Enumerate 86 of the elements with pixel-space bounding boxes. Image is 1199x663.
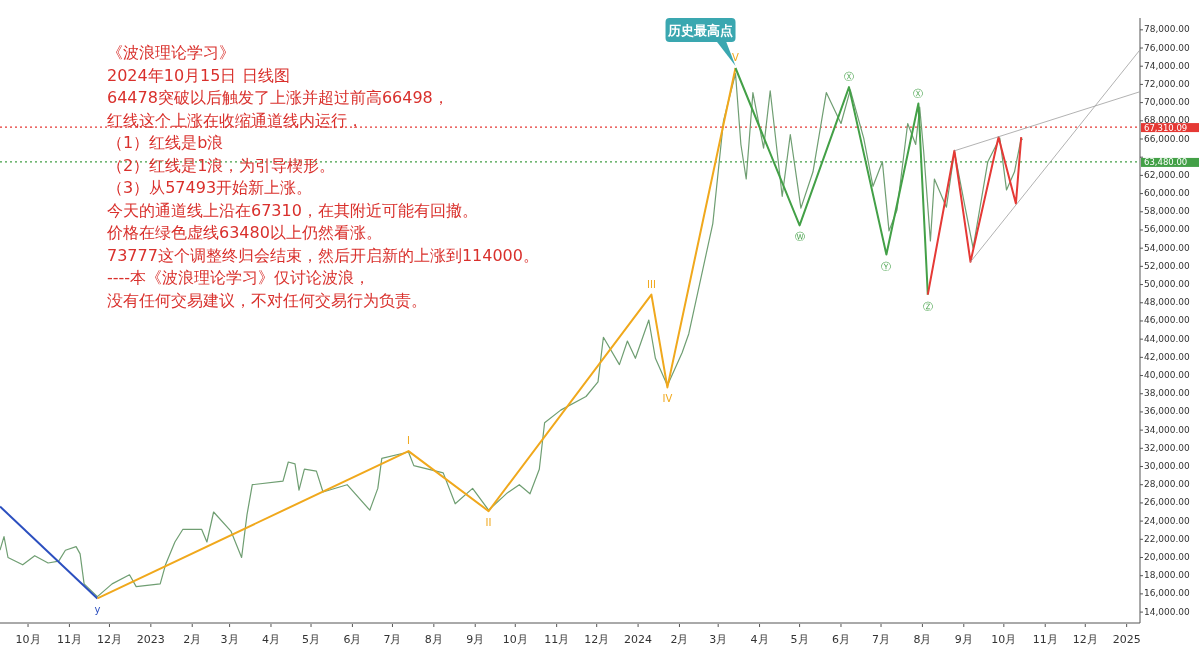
annotation: y — [94, 604, 101, 616]
ref-line-label: 67,310.09 — [1144, 122, 1188, 133]
x-tick-label: 9月 — [466, 633, 485, 646]
annotation: （2）红线是1浪，为引导楔形。 — [107, 155, 336, 175]
y-tick-label: 36,000.00 — [1144, 406, 1191, 417]
y-tick-label: 30,000.00 — [1144, 461, 1191, 472]
y-tick-label: 60,000.00 — [1144, 188, 1191, 199]
annotation: 价格在绿色虚线63480以上仍然看涨。 — [106, 223, 382, 242]
annotation: III — [647, 278, 656, 290]
annotation: V — [732, 52, 740, 64]
y-tick-label: 24,000.00 — [1144, 515, 1191, 526]
x-tick-label: 4月 — [750, 633, 769, 646]
y-tick-label: 58,000.00 — [1144, 206, 1191, 217]
x-tick-label: 3月 — [220, 633, 239, 646]
annotation: II — [485, 517, 492, 529]
y-tick-label: 66,000.00 — [1144, 133, 1191, 144]
annotation: Ⓧ — [913, 87, 924, 99]
y-tick-label: 46,000.00 — [1144, 315, 1191, 326]
x-tick-label: 2月 — [670, 633, 689, 646]
x-tick-label: 10月 — [502, 633, 528, 646]
x-tick-label: 12月 — [1072, 633, 1098, 646]
x-tick-label: 11月 — [544, 633, 570, 646]
y-tick-label: 28,000.00 — [1144, 479, 1191, 490]
y-tick-label: 34,000.00 — [1144, 424, 1191, 435]
y-tick-label: 22,000.00 — [1144, 533, 1191, 544]
annotation: IV — [662, 393, 673, 405]
y-tick-label: 14,000.00 — [1144, 606, 1191, 617]
x-tick-label: 11月 — [1032, 633, 1058, 646]
annotation: （1）红线是b浪 — [107, 133, 224, 152]
annotation: Ⓨ — [881, 260, 892, 272]
y-tick-label: 62,000.00 — [1144, 169, 1191, 180]
y-tick-label: 70,000.00 — [1144, 97, 1191, 108]
x-tick-label: 4月 — [261, 633, 280, 646]
y-tick-label: 54,000.00 — [1144, 242, 1191, 253]
annotation: 64478突破以后触发了上涨并超过前高66498， — [107, 88, 449, 107]
x-tick-label: 12月 — [584, 633, 610, 646]
x-tick-label: 2月 — [183, 633, 202, 646]
y-tick-label: 20,000.00 — [1144, 552, 1191, 562]
annotation: 今天的通道线上沿在67310，在其附近可能有回撤。 — [107, 200, 478, 220]
annotation: ----本《波浪理论学习》仅讨论波浪， — [107, 268, 371, 287]
x-tick-label: 9月 — [954, 633, 973, 646]
x-tick-label: 5月 — [302, 633, 321, 646]
y-tick-label: 16,000.00 — [1144, 588, 1191, 599]
x-tick-label: 12月 — [96, 633, 122, 646]
y-tick-label: 18,000.00 — [1144, 570, 1191, 581]
x-tick-label: 3月 — [709, 633, 728, 646]
ref-line-label: 63,480.00 — [1144, 157, 1188, 168]
annotation: 红线这个上涨在收缩通道线内运行， — [107, 110, 363, 130]
y-tick-label: 48,000.00 — [1144, 297, 1191, 308]
y-tick-label: 72,000.00 — [1144, 78, 1191, 89]
y-tick-label: 38,000.00 — [1144, 388, 1191, 399]
x-tick-label: 6月 — [831, 633, 850, 646]
y-tick-label: 40,000.00 — [1144, 370, 1191, 381]
annotation: 没有任何交易建议，不对任何交易行为负责。 — [107, 290, 427, 310]
y-tick-label: 32,000.00 — [1144, 442, 1191, 453]
annotation: Ⓧ — [843, 71, 854, 83]
x-tick-label: 2023 — [136, 633, 165, 646]
x-tick-label: 2025 — [1112, 633, 1141, 646]
y-tick-label: 56,000.00 — [1144, 224, 1191, 235]
x-tick-label: 11月 — [56, 633, 82, 646]
x-tick-label: 10月 — [991, 633, 1017, 646]
annotation: 《波浪理论学习》 — [107, 43, 235, 62]
annotation: Ⓩ — [922, 300, 933, 312]
annotation: 历史最高点 — [667, 23, 734, 39]
y-tick-label: 50,000.00 — [1144, 279, 1191, 290]
annotation: 73777这个调整终归会结束，然后开启新的上涨到114000。 — [107, 245, 539, 265]
x-tick-label: 7月 — [872, 633, 891, 646]
x-tick-label: 2024 — [624, 633, 653, 646]
y-tick-label: 42,000.00 — [1144, 351, 1191, 362]
x-tick-label: 10月 — [15, 633, 41, 646]
x-tick-label: 7月 — [383, 633, 402, 646]
line-series — [926, 136, 1023, 296]
y-tick-label: 26,000.00 — [1144, 497, 1191, 508]
annotation: （3）从57493开始新上涨。 — [107, 178, 313, 197]
y-tick-label: 78,000.00 — [1144, 24, 1191, 35]
x-tick-label: 8月 — [424, 633, 443, 646]
x-tick-label: 8月 — [913, 633, 932, 646]
x-tick-label: 6月 — [343, 633, 362, 646]
annotation: Ⓦ — [794, 231, 805, 243]
y-tick-label: 52,000.00 — [1144, 260, 1191, 271]
x-tick-label: 5月 — [790, 633, 809, 646]
annotation: 2024年10月15日 日线图 — [107, 65, 290, 85]
y-tick-label: 44,000.00 — [1144, 333, 1191, 344]
annotation: I — [407, 435, 410, 447]
y-tick-label: 74,000.00 — [1144, 60, 1191, 71]
y-tick-label: 76,000.00 — [1144, 42, 1191, 53]
